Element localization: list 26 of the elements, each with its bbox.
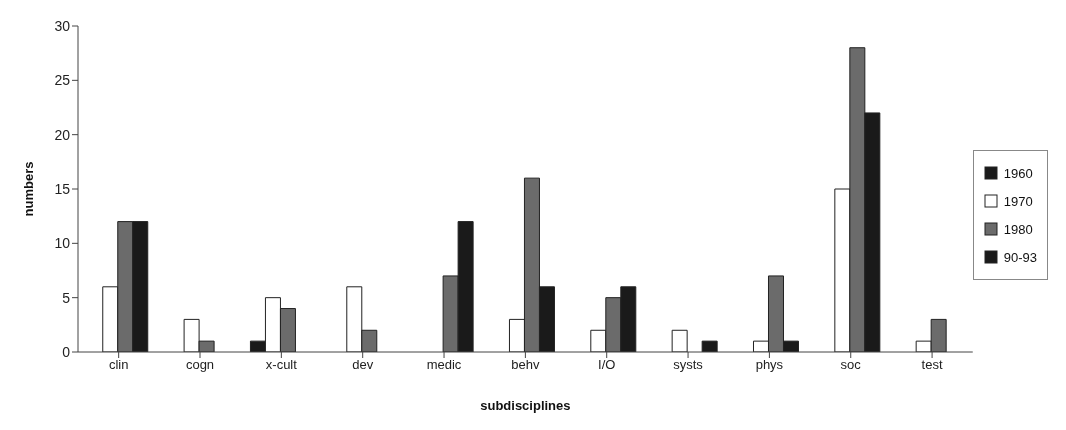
legend-label: 1980 bbox=[1003, 221, 1033, 237]
x-tick-label: behv bbox=[511, 357, 540, 373]
y-tick-label: 5 bbox=[62, 289, 71, 306]
y-tick-label: 25 bbox=[54, 72, 71, 89]
y-tick-label: 20 bbox=[54, 126, 71, 143]
x-tick-label: x-cult bbox=[265, 357, 298, 373]
x-tick-label: clin bbox=[108, 357, 129, 373]
legend-label: 90-93 bbox=[1003, 249, 1037, 265]
y-axis-title: numbers bbox=[20, 161, 36, 217]
y-tick-label: 10 bbox=[54, 235, 71, 252]
x-tick-label: I/O bbox=[598, 357, 616, 373]
x-tick-label: systs bbox=[673, 357, 704, 373]
y-tick-label: 0 bbox=[62, 343, 71, 360]
x-tick-label: test bbox=[921, 357, 943, 373]
x-tick-label: medic bbox=[426, 357, 462, 373]
bar bbox=[701, 340, 718, 352]
bar bbox=[671, 329, 688, 352]
x-axis-title: subdisciplines bbox=[480, 398, 571, 413]
x-tick-label: cogn bbox=[185, 357, 215, 373]
x-tick-label: phys bbox=[755, 357, 784, 373]
x-tick-label: dev bbox=[352, 357, 374, 373]
x-tick-label: soc bbox=[840, 357, 862, 373]
y-tick-label: 30 bbox=[54, 17, 71, 34]
legend-label: 1970 bbox=[1003, 193, 1033, 209]
y-tick-label: 15 bbox=[54, 180, 71, 197]
legend-label: 1960 bbox=[1003, 165, 1033, 181]
